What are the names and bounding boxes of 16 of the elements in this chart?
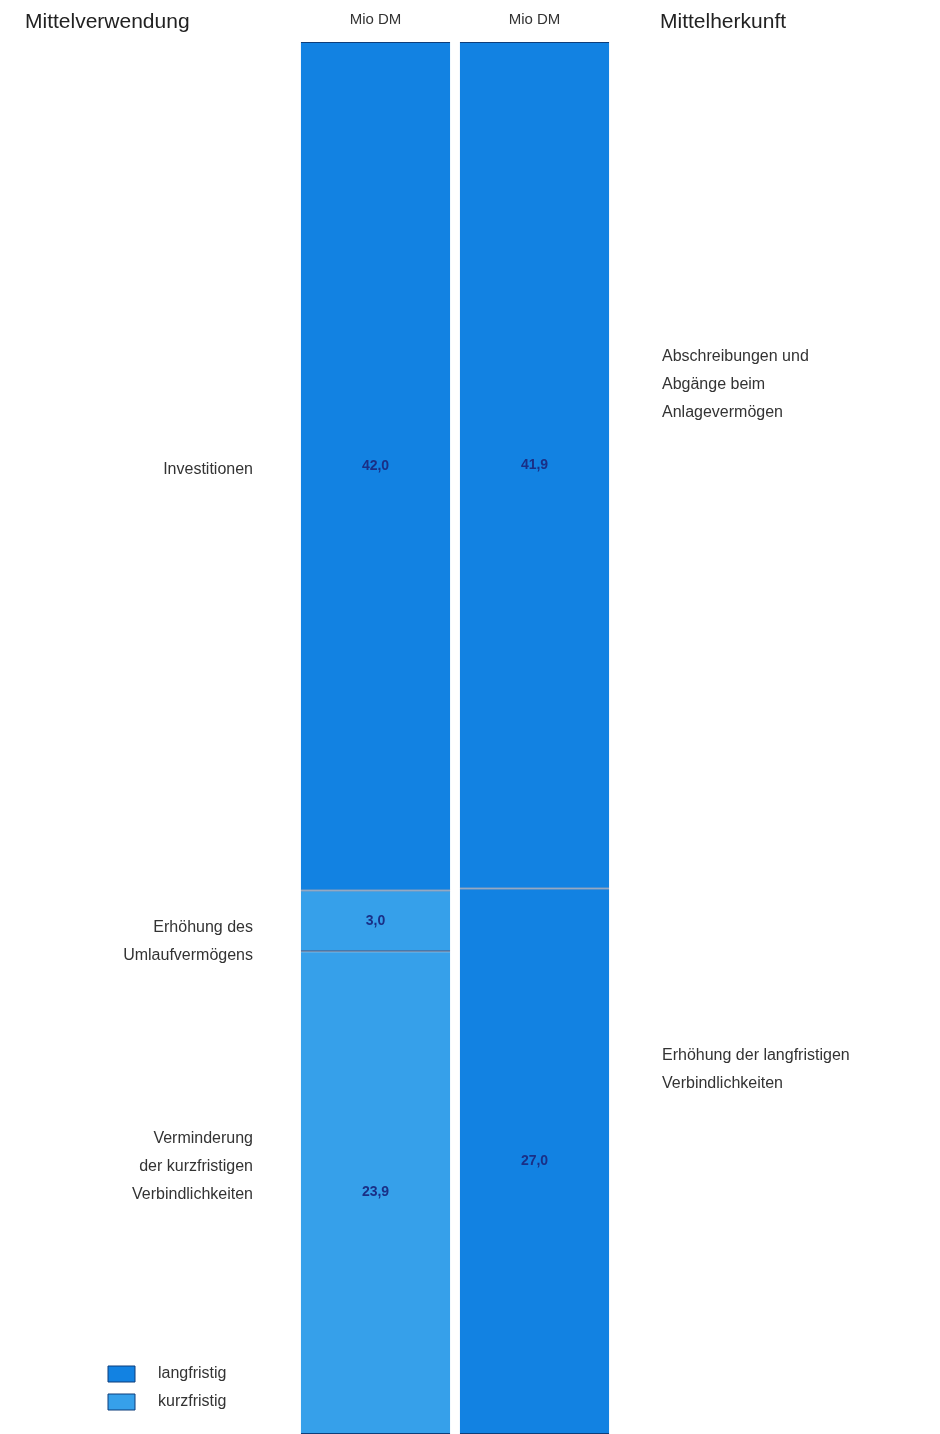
annotation: Investitionen: [163, 460, 253, 478]
annotation: Erhöhung der langfristigen Verbindlichkeiten: [662, 1046, 850, 1092]
legend-label: langfristig: [158, 1364, 227, 1382]
data-label: 42,0: [361, 457, 390, 474]
text: Mio DM: [349, 10, 402, 28]
x-tick-label: Mittelverwendung: [25, 8, 190, 32]
legend-label: kurzfristig: [158, 1392, 227, 1410]
text: Mio DM: [508, 10, 561, 28]
x-tick-label: Mittelherkunft: [660, 8, 787, 32]
data-label: 41,9: [520, 456, 549, 473]
data-label: 3,0: [365, 911, 386, 928]
annotation: Verminderung der kurzfristigen Verbindlichkeiten: [132, 1129, 253, 1203]
annotation: Abschreibungen und Abgänge beim Anlagevermögen: [662, 347, 809, 421]
data-label: 27,0: [520, 1152, 549, 1169]
data-label: 23,9: [361, 1183, 390, 1200]
annotation: Erhöhung des Umlaufvermögens: [123, 918, 253, 964]
